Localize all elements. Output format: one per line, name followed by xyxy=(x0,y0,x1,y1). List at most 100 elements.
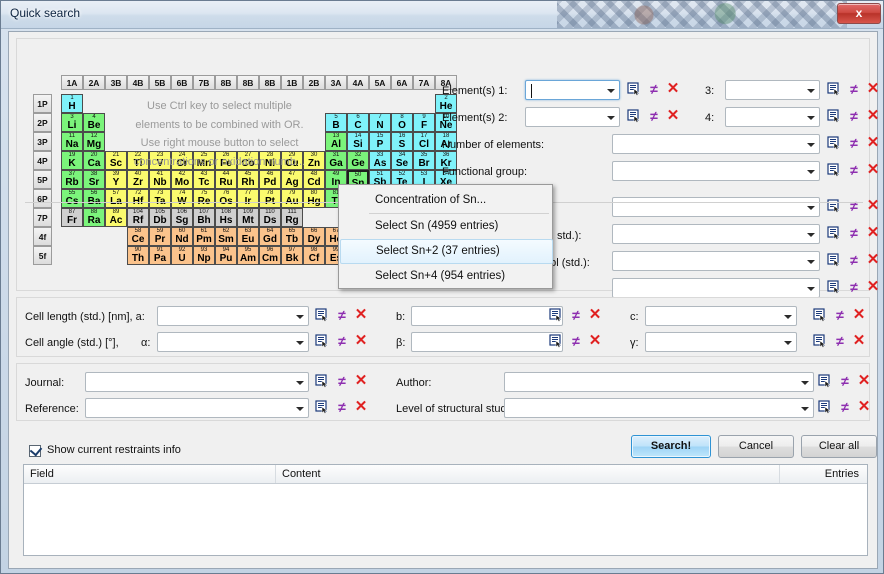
not-equal-icon-cc[interactable]: ≠ xyxy=(836,307,844,323)
pt-element-si[interactable]: 14 Si xyxy=(347,132,369,151)
list-picker-icon-cbe[interactable] xyxy=(549,334,563,348)
pt-element-pu[interactable]: 94 Pu xyxy=(215,246,237,265)
pt-row-header-5p[interactable]: 5P xyxy=(33,170,52,189)
clear-field-icon-cb[interactable]: ✕ xyxy=(588,306,602,323)
pt-element-al[interactable]: 13 Al xyxy=(325,132,347,151)
pt-element-cl[interactable]: 17 Cl xyxy=(413,132,435,151)
list-picker-icon-ca[interactable] xyxy=(315,308,329,322)
list-picker-icon-fg[interactable] xyxy=(827,163,841,177)
level-combo[interactable] xyxy=(504,398,814,418)
not-equal-icon-proto[interactable]: ≠ xyxy=(850,279,858,295)
pt-element-cu[interactable]: 29 Cu xyxy=(281,151,303,170)
pt-element-be[interactable]: 4 Be xyxy=(83,113,105,132)
pt-element-nd[interactable]: 60 Nd xyxy=(171,227,193,246)
pt-element-cd[interactable]: 48 Cd xyxy=(303,170,325,189)
clear-field-icon-rf[interactable]: ✕ xyxy=(354,398,368,415)
pt-element-au[interactable]: 79Au xyxy=(281,189,303,208)
pt-element-zr[interactable]: 40 Zr xyxy=(127,170,149,189)
element4-combo[interactable] xyxy=(725,107,820,127)
pt-element-mg[interactable]: 12 Mg xyxy=(83,132,105,151)
pt-col-header-5b-4[interactable]: 5B xyxy=(149,75,171,90)
clear-field-icon-au[interactable]: ✕ xyxy=(857,372,871,389)
functional-group-combo[interactable] xyxy=(612,161,820,181)
pt-element-he[interactable]: 2 He xyxy=(435,94,457,113)
pt-element-ge[interactable]: 32 Ge xyxy=(347,151,369,170)
not-equal-icon-fg[interactable]: ≠ xyxy=(850,162,858,178)
pt-col-header-6b-5[interactable]: 6B xyxy=(171,75,193,90)
pt-element-ag[interactable]: 47 Ag xyxy=(281,170,303,189)
pt-element-s[interactable]: 16 S xyxy=(391,132,413,151)
pt-element-li[interactable]: 3 Li xyxy=(61,113,83,132)
pt-element-eu[interactable]: 63 Eu xyxy=(237,227,259,246)
context-menu-item-2[interactable]: Select Sn+2 (37 entries) xyxy=(340,239,553,264)
context-menu-item-3[interactable]: Select Sn+4 (954 entries) xyxy=(375,270,506,282)
pt-element-os[interactable]: 76Os xyxy=(215,189,237,208)
pt-col-header-8a-17[interactable]: 8A xyxy=(435,75,457,90)
pt-col-header-8b-7[interactable]: 8B xyxy=(215,75,237,90)
clear-field-icon-sgs[interactable]: ✕ xyxy=(866,251,880,268)
chevron-down-icon[interactable] xyxy=(807,206,815,210)
pt-element-sr[interactable]: 38 Sr xyxy=(83,170,105,189)
pt-element-in[interactable]: 49 In xyxy=(325,170,347,189)
pt-element-rg[interactable]: 111 Rg xyxy=(281,208,303,227)
pt-element-bh[interactable]: 107 Bh xyxy=(193,208,215,227)
space-group-symbol-combo[interactable] xyxy=(612,251,820,271)
not-equal-icon-nel[interactable]: ≠ xyxy=(850,135,858,151)
pt-element-ru[interactable]: 44 Ru xyxy=(215,170,237,189)
chevron-down-icon[interactable] xyxy=(807,170,815,174)
list-picker-icon-proto[interactable] xyxy=(827,280,841,294)
pt-row-header-5f[interactable]: 5f xyxy=(33,246,52,265)
pt-element-dy[interactable]: 66 Dy xyxy=(303,227,325,246)
pt-element-nb[interactable]: 41 Nb xyxy=(149,170,171,189)
pt-col-header-3b-2[interactable]: 3B xyxy=(105,75,127,90)
cell-a-combo[interactable] xyxy=(157,306,309,326)
pt-element-pr[interactable]: 59 Pr xyxy=(149,227,171,246)
pt-element-am[interactable]: 95 Am xyxy=(237,246,259,265)
pt-element-gd[interactable]: 64 Gd xyxy=(259,227,281,246)
clear-field-icon-nel[interactable]: ✕ xyxy=(866,134,880,151)
clear-field-icon-el1[interactable]: ✕ xyxy=(666,80,680,97)
clear-field-icon-el3[interactable]: ✕ xyxy=(866,80,880,97)
pt-element-ca[interactable]: 20 Ca xyxy=(83,151,105,170)
pt-element-na[interactable]: 11 Na xyxy=(61,132,83,151)
pt-element-rb[interactable]: 37 Rb xyxy=(61,170,83,189)
list-picker-icon-cga[interactable] xyxy=(813,334,827,348)
title-bar[interactable]: Quick search x xyxy=(1,1,883,29)
list-picker-icon-cal[interactable] xyxy=(315,334,329,348)
clear-field-icon-lv[interactable]: ✕ xyxy=(857,398,871,415)
element3-combo[interactable] xyxy=(725,80,820,100)
reference-combo[interactable] xyxy=(85,398,309,418)
pt-element-co[interactable]: 27 Co xyxy=(237,151,259,170)
pt-element-cm[interactable]: 96 Cm xyxy=(259,246,281,265)
pt-element-pt[interactable]: 78Pt xyxy=(259,189,281,208)
list-picker-icon-nel[interactable] xyxy=(827,136,841,150)
pt-col-header-4b-3[interactable]: 4B xyxy=(127,75,149,90)
context-menu-item-0[interactable]: Concentration of Sn... xyxy=(375,194,487,206)
pt-element-ar[interactable]: 18 Ar xyxy=(435,132,457,151)
not-equal-icon-au[interactable]: ≠ xyxy=(841,373,849,389)
pt-element-ac[interactable]: 89 Ac xyxy=(105,208,127,227)
cell-beta-combo[interactable] xyxy=(411,332,563,352)
pt-row-header-4f[interactable]: 4f xyxy=(33,227,52,246)
cell-alpha-combo[interactable] xyxy=(157,332,309,352)
cell-gamma-combo[interactable] xyxy=(645,332,797,352)
pt-element-u[interactable]: 92 U xyxy=(171,246,193,265)
not-equal-icon-ca[interactable]: ≠ xyxy=(338,307,346,323)
results-col-field[interactable]: Field xyxy=(24,465,276,483)
not-equal-icon-cbe[interactable]: ≠ xyxy=(572,333,580,349)
pt-element-as[interactable]: 33 As xyxy=(369,151,391,170)
pt-element-ra[interactable]: 88 Ra xyxy=(83,208,105,227)
pt-element-cr[interactable]: 24 Cr xyxy=(171,151,193,170)
chevron-down-icon[interactable] xyxy=(807,89,815,93)
pt-element-fr[interactable]: 87 Fr xyxy=(61,208,83,227)
pt-col-header-7a-16[interactable]: 7A xyxy=(413,75,435,90)
pt-element-zn[interactable]: 30 Zn xyxy=(303,151,325,170)
element2-combo[interactable] xyxy=(525,107,620,127)
pt-element-sg[interactable]: 106 Sg xyxy=(171,208,193,227)
pt-element-hf[interactable]: 72Hf xyxy=(127,189,149,208)
pt-element-np[interactable]: 93 Np xyxy=(193,246,215,265)
